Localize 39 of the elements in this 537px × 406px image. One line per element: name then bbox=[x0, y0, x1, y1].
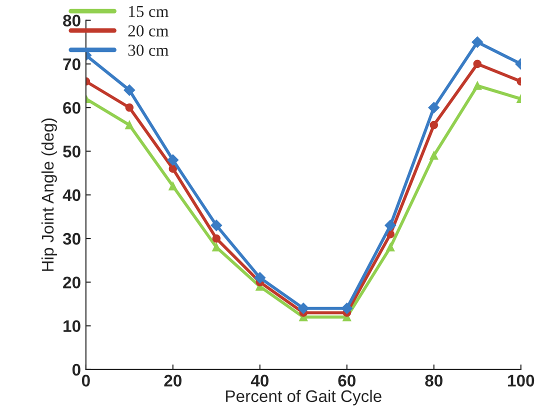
y-tick-label: 50 bbox=[63, 146, 80, 158]
point bbox=[430, 151, 438, 160]
legend-label: 30 cm bbox=[128, 44, 169, 56]
point bbox=[298, 302, 310, 314]
point bbox=[125, 120, 134, 130]
legend-label: 20 cm bbox=[128, 25, 169, 37]
x-tick-label: 60 bbox=[338, 374, 356, 387]
y-tick-label: 70 bbox=[63, 58, 80, 70]
point bbox=[125, 103, 134, 112]
y-axis-title: Hip Joint Angle (deg) bbox=[41, 118, 57, 271]
point bbox=[473, 60, 482, 68]
x-axis-title: Percent of Gait Cycle bbox=[226, 390, 382, 406]
x-tick-label: 20 bbox=[164, 374, 182, 387]
x-tick-label: 80 bbox=[425, 374, 442, 387]
point bbox=[168, 182, 178, 190]
y-tick-label: 0 bbox=[72, 364, 80, 376]
y-tick-label: 40 bbox=[62, 189, 80, 202]
point bbox=[428, 102, 440, 114]
point bbox=[254, 272, 266, 284]
point bbox=[472, 36, 483, 48]
x-tick-label: 100 bbox=[508, 374, 534, 387]
y-tick-label: 10 bbox=[64, 320, 80, 332]
point bbox=[473, 82, 482, 90]
x-tick-label: 0 bbox=[82, 374, 90, 387]
point bbox=[430, 120, 438, 130]
point bbox=[168, 164, 178, 173]
y-tick-label: 60 bbox=[63, 102, 80, 114]
y-tick-label: 80 bbox=[63, 14, 80, 27]
point bbox=[384, 220, 396, 232]
y-tick-label: 30 bbox=[62, 232, 80, 245]
point bbox=[386, 243, 395, 252]
legend-label: 15 cm bbox=[129, 6, 169, 18]
x-tick-label: 40 bbox=[250, 374, 268, 387]
point bbox=[124, 84, 136, 96]
point bbox=[341, 302, 353, 314]
point bbox=[212, 234, 221, 243]
point bbox=[210, 220, 222, 232]
point bbox=[167, 154, 179, 166]
y-tick-label: 20 bbox=[63, 276, 80, 288]
